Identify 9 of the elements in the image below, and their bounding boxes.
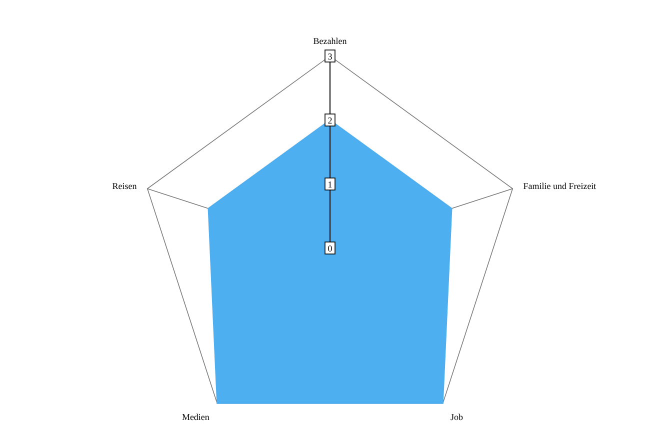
spoke-label: Medien (182, 412, 210, 422)
y-tick-label: 1 (328, 180, 332, 190)
spoke-label: Job (450, 412, 464, 422)
spoke-label: Reisen (112, 181, 138, 192)
y-tick-label: 2 (328, 116, 332, 126)
spoke-label: Familie und Freizeit (523, 181, 597, 192)
y-tick-label: 3 (328, 52, 333, 62)
y-tick-label: 0 (328, 244, 333, 254)
spoke-label: Bezahlen (313, 36, 348, 46)
